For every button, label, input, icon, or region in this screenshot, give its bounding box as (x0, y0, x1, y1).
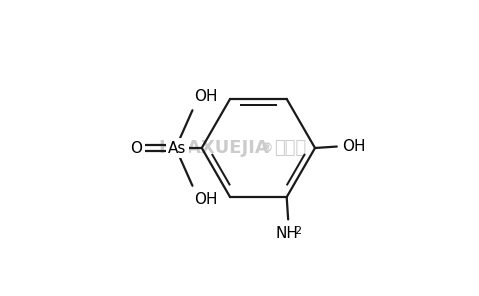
Text: NH: NH (275, 226, 298, 241)
Text: As: As (168, 141, 186, 155)
Text: 2: 2 (295, 226, 302, 236)
Text: HUAXUEJIA: HUAXUEJIA (158, 139, 269, 157)
Text: OH: OH (194, 192, 218, 207)
Text: ®: ® (260, 141, 273, 155)
Text: OH: OH (194, 89, 218, 104)
Text: OH: OH (342, 139, 366, 154)
Text: 化学加: 化学加 (274, 139, 307, 157)
Text: O: O (130, 141, 142, 155)
